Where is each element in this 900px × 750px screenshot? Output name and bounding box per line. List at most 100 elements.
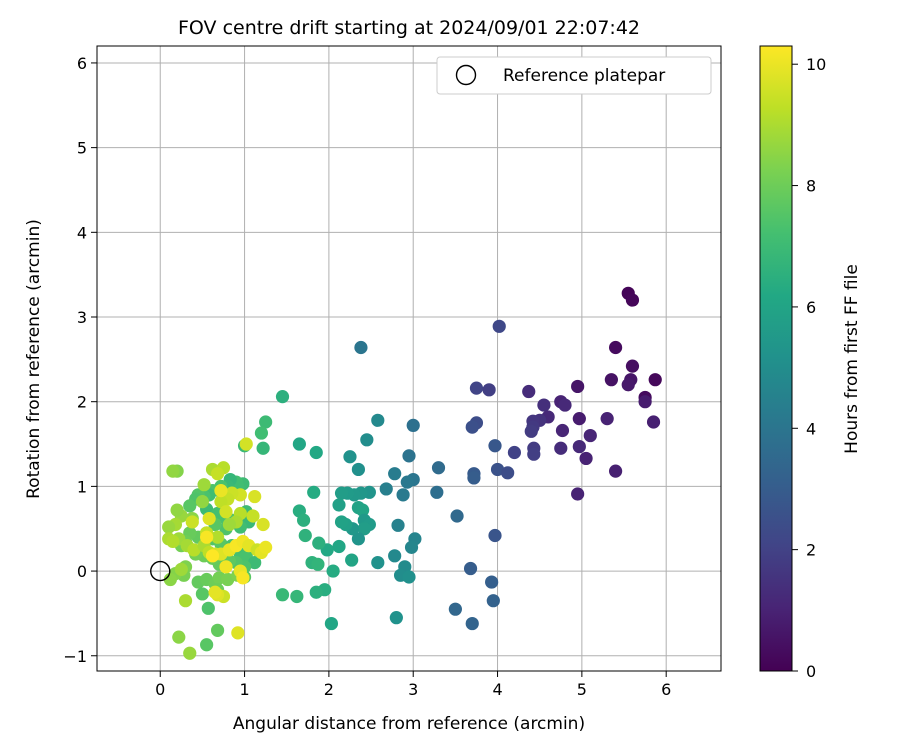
data-point [205, 549, 220, 563]
axes-frame [96, 45, 722, 672]
data-point [183, 646, 197, 660]
data-point [638, 395, 652, 409]
scatter-points [162, 286, 662, 660]
data-point [290, 589, 304, 604]
data-point [332, 498, 346, 512]
data-point [558, 398, 572, 412]
data-point [309, 585, 323, 599]
data-point [488, 528, 502, 543]
data-point [388, 549, 402, 563]
reference-marker [150, 560, 171, 582]
data-point [296, 513, 311, 527]
y-tick-label: 6 [77, 54, 87, 73]
legend-reference-label: Reference platepar [503, 66, 665, 86]
data-point [571, 487, 585, 501]
data-point [231, 626, 245, 640]
data-point [396, 488, 410, 502]
legend-reference-symbol [455, 64, 477, 86]
data-point [214, 495, 228, 509]
data-point [334, 515, 349, 529]
data-point [465, 616, 479, 631]
data-point [621, 378, 635, 392]
y-tick-label: 1 [77, 477, 87, 496]
data-point [450, 509, 464, 523]
data-point [259, 540, 273, 554]
data-point [608, 464, 623, 478]
data-point [492, 319, 506, 333]
data-point [572, 439, 586, 454]
x-tick-label: 1 [239, 680, 249, 699]
data-point [482, 383, 496, 397]
data-point [579, 451, 593, 466]
y-tick-label: −1 [63, 647, 87, 666]
data-point [604, 373, 618, 387]
x-axis-label: Angular distance from reference (arcmin) [233, 714, 585, 734]
data-point [351, 462, 366, 477]
data-point [256, 517, 270, 532]
y-tick-label: 4 [77, 223, 87, 242]
data-point [351, 532, 366, 546]
data-point [431, 461, 446, 475]
data-point [254, 426, 269, 440]
y-tick-label: 0 [77, 562, 87, 581]
data-point [221, 572, 235, 587]
data-point [163, 572, 177, 587]
data-point [312, 536, 326, 550]
data-point [356, 503, 370, 517]
data-point [485, 575, 499, 589]
data-point [465, 420, 479, 434]
data-point [275, 390, 290, 404]
data-point [239, 437, 253, 451]
x-tick-label: 4 [492, 680, 502, 699]
data-point [360, 433, 374, 447]
colorbar-tick-label: 4 [806, 419, 816, 438]
y-axis-label: Rotation from reference (arcmin) [24, 219, 44, 499]
y-tick-label: 3 [77, 308, 87, 327]
y-tick-label: 2 [77, 393, 87, 412]
colorbar-gradient [759, 45, 793, 672]
colorbar: 0 2 4 6 8 10 Hours from first FF file [759, 45, 862, 681]
legend-box [436, 56, 712, 95]
data-point [600, 412, 614, 426]
data-point [195, 495, 210, 509]
data-point [371, 413, 385, 427]
x-tick-label: 3 [408, 680, 418, 699]
data-point [200, 638, 214, 652]
data-point [404, 540, 419, 554]
colorbar-tick-label: 8 [806, 177, 816, 196]
data-point [467, 471, 481, 485]
data-point [219, 560, 233, 574]
data-point [201, 601, 215, 615]
data-point [170, 503, 184, 517]
data-point [326, 564, 340, 578]
data-point [524, 424, 538, 438]
data-point [625, 293, 640, 307]
data-point [222, 517, 236, 532]
data-point [648, 373, 662, 387]
data-point [210, 467, 225, 481]
data-point [389, 611, 403, 625]
x-tick-label: 6 [661, 680, 671, 699]
colorbar-tick-label: 6 [806, 298, 816, 317]
x-tick-label: 0 [155, 680, 165, 699]
data-point [197, 478, 211, 492]
data-point [162, 520, 176, 534]
data-point [625, 359, 640, 373]
data-point [166, 464, 180, 478]
grid-lines [97, 46, 721, 671]
data-point [583, 428, 597, 443]
data-point [430, 485, 444, 499]
chart-title: FOV centre drift starting at 2024/09/01 … [178, 17, 640, 39]
colorbar-tick-label: 10 [806, 55, 826, 74]
data-point [166, 534, 180, 549]
x-tick-label: 2 [324, 680, 334, 699]
data-point [522, 384, 536, 399]
data-point [324, 616, 339, 631]
data-point [307, 485, 321, 499]
data-point [537, 398, 551, 412]
data-point [486, 594, 500, 608]
data-point [501, 466, 515, 480]
data-point [371, 555, 385, 570]
data-point [311, 557, 325, 571]
data-point [646, 415, 661, 429]
